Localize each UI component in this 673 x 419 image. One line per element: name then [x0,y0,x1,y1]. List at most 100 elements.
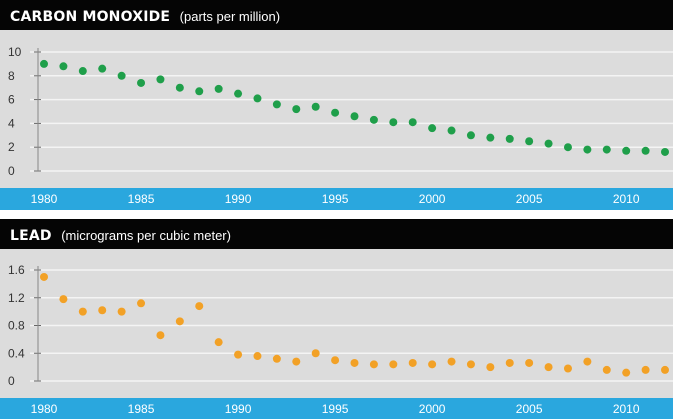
data-point [311,102,320,111]
data-point [117,307,126,316]
data-point [350,358,359,367]
data-point [661,365,669,374]
data-point [622,146,631,155]
carbon-monoxide-panel: CARBON MONOXIDE (parts per million) 0 2 4 6… [0,0,673,210]
chart-title: LEAD (micrograms per cubic meter) [10,227,231,244]
x-tick-label: 1995 [322,402,349,416]
y-tick-label: 1.6 [8,263,25,277]
y-axis: 0 0.4 0.8 1.2 1.6 [8,263,41,388]
data-point [98,64,107,73]
subtitle-text: (parts per million) [180,9,280,24]
data-point [137,78,146,87]
grid-lines [30,51,673,172]
x-axis-band [0,398,673,419]
data-point [466,131,475,140]
y-tick-label: 8 [8,69,15,83]
data-point [661,147,669,156]
data-point [525,358,534,367]
data-point [447,357,456,366]
data-point [175,83,184,92]
x-axis-band [0,188,673,210]
data-point [486,363,495,372]
plot-area [0,249,673,398]
data-point [40,272,48,281]
x-tick-label: 1980 [31,402,58,416]
y-tick-label: 4 [8,116,15,130]
data-point [544,363,553,372]
grid-lines [30,269,673,382]
data-point [389,360,398,369]
x-tick-label: 1985 [128,192,155,206]
y-tick-label: 10 [8,45,22,59]
data-point [428,360,437,369]
data-point [59,62,68,71]
x-axis: 1980 1985 1990 1995 2000 2005 2010 [31,402,640,416]
header-bar [0,219,673,249]
data-point [195,302,204,311]
data-point [563,143,572,152]
data-point [214,338,223,347]
y-tick-label: 0 [8,374,15,388]
data-point [622,368,631,377]
title-text: CARBON MONOXIDE [10,9,170,25]
data-point [583,357,592,366]
data-point [272,100,281,109]
data-point [253,352,262,361]
data-point [602,365,611,374]
data-point [331,108,340,117]
data-point [641,146,650,155]
data-point [272,354,281,363]
x-tick-label: 2010 [613,402,640,416]
data-series [40,59,669,156]
data-point [563,364,572,373]
data-point [486,133,495,142]
x-tick-label: 1990 [225,192,252,206]
data-point [137,299,146,308]
data-point [156,75,165,84]
data-point [78,67,87,76]
data-point [78,307,87,316]
data-point [214,84,223,93]
data-point [234,89,243,98]
data-point [40,59,48,68]
data-point [195,87,204,96]
data-point [253,94,262,103]
data-point [369,115,378,124]
x-axis: 1980 1985 1990 1995 2000 2005 2010 [31,192,640,206]
data-point [292,357,301,366]
y-tick-label: 6 [8,93,15,107]
data-point [525,137,534,146]
x-tick-label: 1995 [322,192,349,206]
data-point [602,145,611,154]
lead-panel: LEAD (micrograms per cubic meter) 0 0.4 0.… [0,219,673,419]
y-tick-label: 0.8 [8,319,25,333]
data-point [117,71,126,80]
data-point [292,105,301,114]
data-point [505,358,514,367]
data-point [59,295,68,304]
x-tick-label: 2000 [419,192,446,206]
y-axis: 0 2 4 6 8 10 [8,45,41,178]
header-bar [0,0,673,30]
x-tick-label: 1980 [31,192,58,206]
data-point [447,126,456,135]
data-point [641,365,650,374]
y-tick-label: 2 [8,140,15,154]
y-tick-label: 0 [8,164,15,178]
x-tick-label: 1990 [225,402,252,416]
data-point [350,112,359,121]
data-point [369,360,378,369]
x-tick-label: 2000 [419,402,446,416]
x-tick-label: 2005 [516,192,543,206]
chart-title: CARBON MONOXIDE (parts per million) [10,8,280,25]
title-text: LEAD [10,228,52,244]
data-point [408,358,417,367]
data-point [466,360,475,369]
data-point [408,118,417,127]
data-point [505,134,514,143]
subtitle-text: (micrograms per cubic meter) [61,228,231,243]
data-point [98,306,107,315]
data-series [40,272,669,377]
